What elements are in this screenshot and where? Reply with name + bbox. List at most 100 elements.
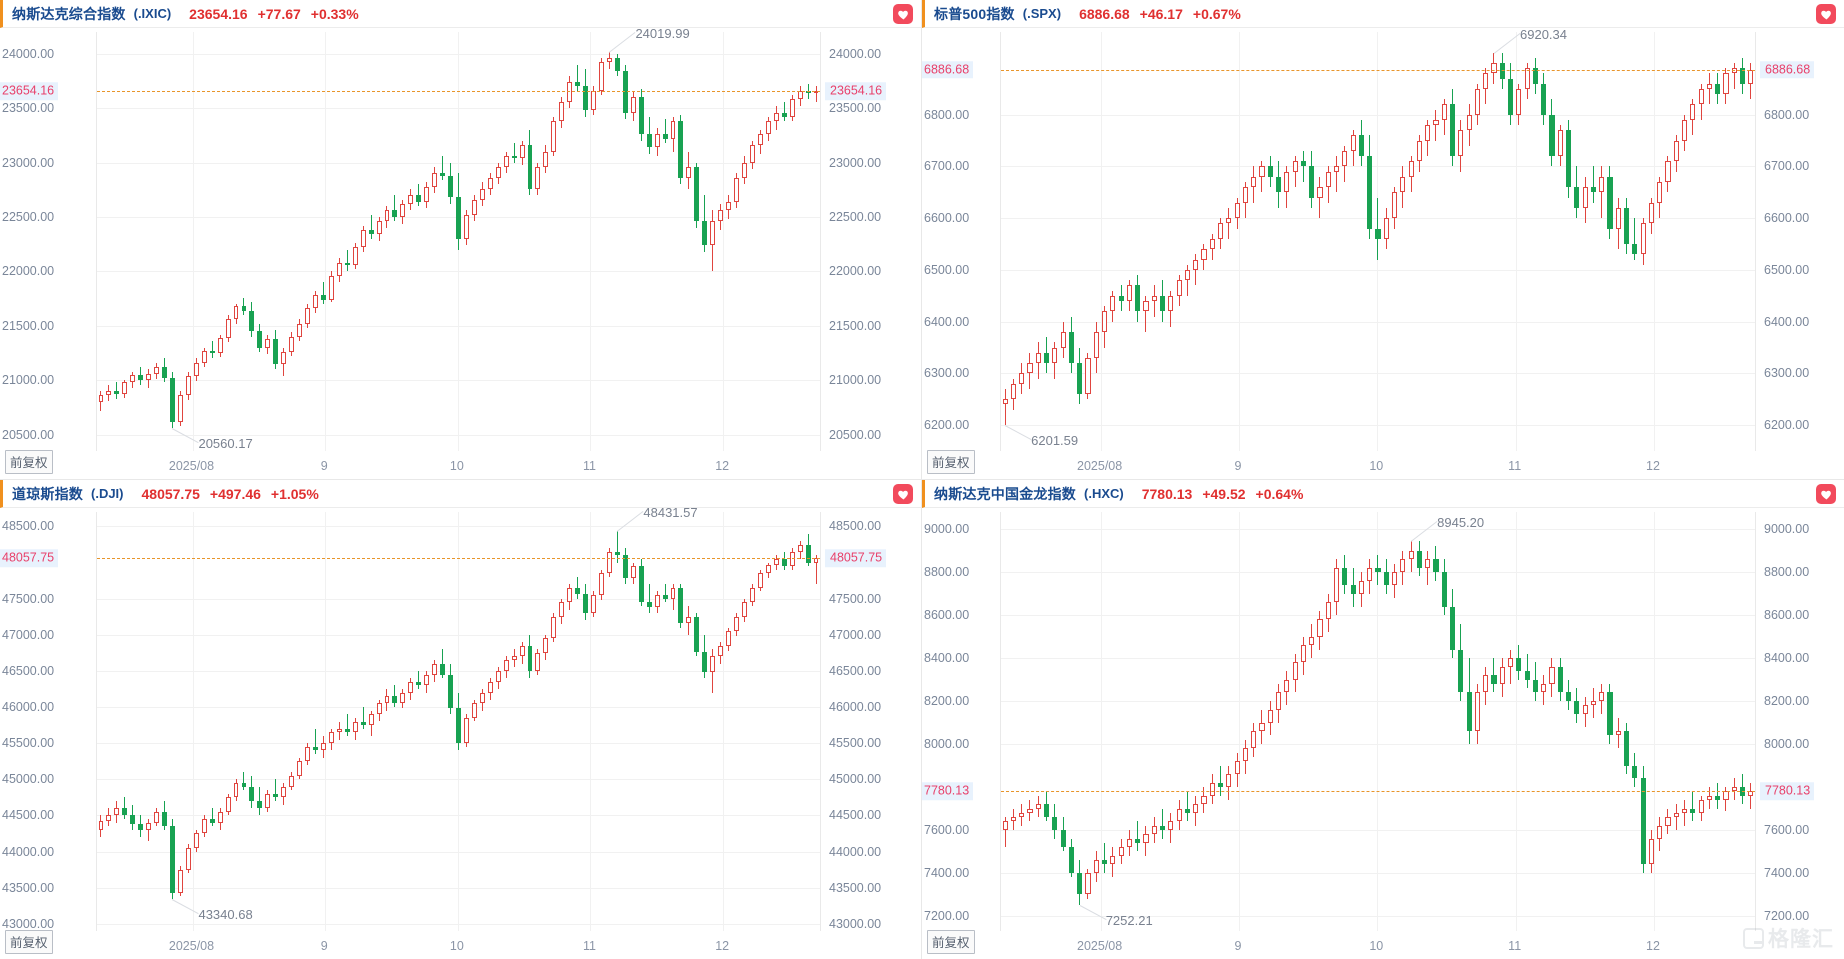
gridline-vertical — [192, 512, 194, 931]
candle-body — [710, 656, 716, 673]
candlestick — [1400, 32, 1406, 451]
candle-body — [479, 188, 485, 200]
candle-body — [1574, 187, 1580, 208]
adjust-button[interactable]: 前复权 — [927, 930, 975, 954]
candlestick — [1234, 32, 1240, 451]
y-axis-tick: 6700.00 — [1764, 159, 1810, 174]
plot-area[interactable]: 48431.57 43340.68 — [96, 505, 821, 931]
candlestick — [646, 32, 652, 451]
candlestick — [1035, 512, 1041, 931]
candle-body — [233, 306, 239, 320]
candlestick — [1698, 512, 1704, 931]
candle-body — [1218, 223, 1224, 239]
candlestick — [1532, 32, 1538, 451]
candlestick — [789, 32, 795, 451]
candle-body — [1010, 817, 1016, 822]
gridline-vertical — [325, 32, 327, 451]
candle-body — [1176, 280, 1182, 296]
gridline-vertical — [590, 32, 592, 451]
candlestick — [1193, 32, 1199, 451]
candle-body — [654, 595, 660, 608]
candlestick — [1491, 512, 1497, 931]
y-axis-tick: 20500.00 — [829, 427, 882, 442]
candlestick — [1342, 32, 1348, 451]
candlestick — [710, 32, 716, 451]
candle-body — [702, 652, 708, 673]
candlestick — [185, 512, 191, 931]
candle-body — [1392, 572, 1398, 586]
candlestick — [1060, 512, 1066, 931]
candlestick — [1300, 512, 1306, 931]
candlestick — [170, 32, 175, 451]
candle-body — [1516, 88, 1522, 115]
candle-wick — [116, 382, 118, 399]
candle-body — [757, 573, 763, 588]
candlestick — [1466, 32, 1472, 451]
candle-body — [1607, 176, 1613, 229]
low-annotation: 43340.68 — [198, 907, 253, 923]
candle-body — [495, 670, 501, 682]
candlestick — [336, 512, 342, 931]
candlestick — [328, 32, 334, 451]
heart-icon[interactable] — [1816, 484, 1836, 504]
candle-body — [503, 660, 509, 671]
candlestick — [1118, 512, 1124, 931]
candle-wick — [1004, 817, 1006, 848]
candle-body — [360, 721, 366, 726]
heart-icon[interactable] — [1816, 4, 1836, 24]
candle-body — [400, 203, 406, 217]
candlestick — [630, 32, 636, 451]
heart-icon[interactable] — [893, 484, 913, 504]
candlestick — [750, 512, 755, 931]
candle-body — [1474, 88, 1480, 115]
candle-wick — [275, 779, 277, 801]
candle-body — [773, 112, 779, 122]
candle-wick — [442, 649, 444, 679]
candlestick — [551, 32, 557, 451]
candlestick — [797, 512, 803, 931]
heart-icon[interactable] — [893, 4, 913, 24]
candle-wick — [1104, 842, 1106, 873]
candle-body — [1226, 774, 1232, 788]
candle-body — [1690, 104, 1696, 120]
candlestick — [543, 32, 549, 451]
y-axis-tick: 43000.00 — [2, 917, 55, 931]
candle-body — [1458, 649, 1464, 693]
candle-body — [487, 681, 493, 693]
plot-area[interactable]: 6920.34 6201.59 — [1000, 27, 1756, 451]
candle-body — [289, 775, 295, 787]
candlestick — [297, 512, 303, 931]
candle-body — [1052, 347, 1058, 364]
candlestick — [726, 512, 732, 931]
candle-body — [694, 166, 700, 222]
candle-wick — [1675, 804, 1677, 830]
adjust-button[interactable]: 前复权 — [5, 450, 53, 474]
gridline-vertical — [1654, 32, 1655, 451]
candle-body — [1068, 332, 1074, 364]
adjust-button[interactable]: 前复权 — [927, 450, 975, 474]
y-axis-tick: 8800.00 — [1764, 564, 1810, 579]
candle-body — [297, 761, 303, 776]
gridline-vertical — [325, 512, 327, 931]
candlestick — [1160, 512, 1166, 931]
adjust-button[interactable]: 前复权 — [5, 930, 53, 954]
candlestick — [479, 32, 485, 451]
x-axis-tick: 2025/08 — [1077, 459, 1123, 473]
watermark-text: 格隆汇 — [1768, 928, 1834, 951]
candlestick — [1715, 32, 1721, 451]
candle-body — [1408, 161, 1414, 177]
candlestick — [805, 512, 811, 931]
candle-body — [742, 602, 747, 617]
x-axis-tick: 2025/08 — [1077, 939, 1123, 953]
y-axis-tick: 6600.00 — [1764, 210, 1810, 225]
candle-body — [1400, 559, 1406, 573]
candle-body — [1077, 363, 1083, 395]
candlestick — [249, 32, 255, 451]
plot-area[interactable]: 8945.20 7252.21 — [1000, 512, 1756, 931]
candlestick — [241, 32, 247, 451]
candle-body — [1234, 202, 1240, 219]
candle-body — [1201, 249, 1207, 260]
plot-area[interactable]: 24019.99 20560.17 — [96, 26, 821, 451]
candlestick — [805, 32, 811, 451]
candlestick — [1483, 32, 1489, 451]
